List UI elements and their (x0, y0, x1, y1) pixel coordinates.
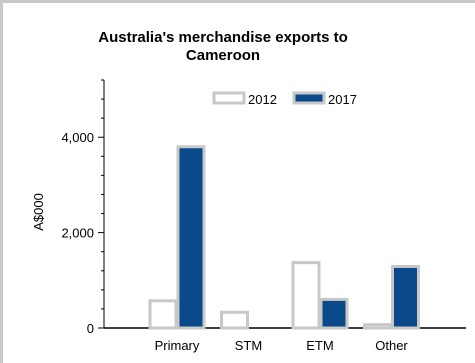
bar-stm-2012 (220, 310, 249, 330)
chart-title: Australia's merchandise exports to Camer… (98, 29, 348, 64)
x-tick-label: ETM (306, 338, 333, 353)
x-axis: Primary STM ETM Other (104, 327, 466, 353)
y-tick-label: 0 (87, 321, 94, 336)
y-axis-label: A$000 (31, 193, 46, 231)
bar-other-2012 (363, 323, 392, 330)
legend: 2012 2017 (212, 91, 357, 107)
legend-label-2012: 2012 (248, 92, 277, 107)
bar-primary-2017 (176, 145, 206, 330)
bar-etm-2012 (291, 261, 321, 330)
legend-swatch-2017 (292, 91, 326, 105)
legend-label-2017: 2017 (328, 92, 357, 107)
bars (148, 145, 420, 330)
y-tick-label: 4,000 (61, 130, 94, 145)
legend-swatch-2012 (212, 91, 246, 105)
y-axis: 0 2,000 4,000 (61, 79, 105, 336)
x-tick-label: Other (375, 338, 408, 353)
y-tick-label: 2,000 (61, 226, 94, 241)
bar-other-2017 (391, 264, 420, 330)
bar-etm-2017 (319, 297, 349, 330)
x-tick-label: STM (235, 338, 262, 353)
bar-primary-2012 (148, 299, 178, 330)
x-tick-label: Primary (155, 338, 200, 353)
